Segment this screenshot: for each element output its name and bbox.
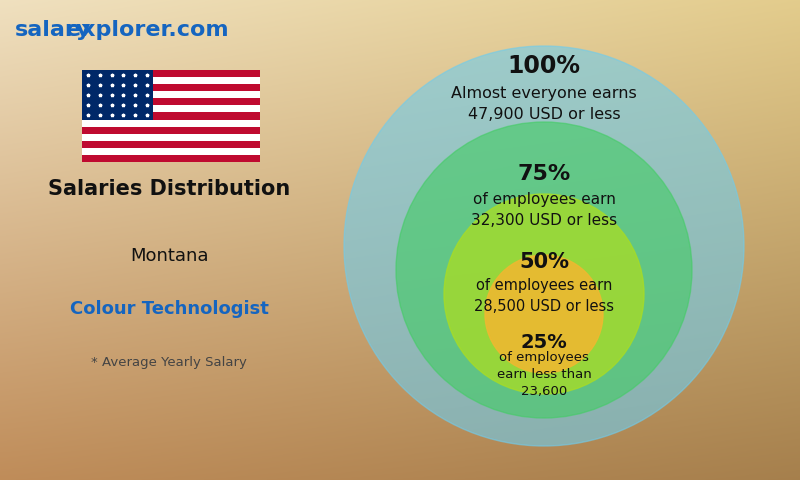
Circle shape <box>485 255 603 373</box>
Circle shape <box>444 194 644 394</box>
Bar <box>82 84 260 91</box>
Bar <box>82 112 260 120</box>
Circle shape <box>344 46 744 446</box>
Bar <box>82 70 260 162</box>
Bar <box>82 141 260 148</box>
Text: 75%: 75% <box>518 164 570 184</box>
Text: Salaries Distribution: Salaries Distribution <box>48 179 290 199</box>
Text: 100%: 100% <box>507 54 581 78</box>
Text: explorer.com: explorer.com <box>66 20 229 40</box>
Bar <box>82 156 260 162</box>
Bar <box>82 70 153 120</box>
Bar <box>82 70 260 77</box>
Text: * Average Yearly Salary: * Average Yearly Salary <box>91 356 247 369</box>
Text: of employees earn
32,300 USD or less: of employees earn 32,300 USD or less <box>471 192 617 228</box>
Text: 50%: 50% <box>519 252 569 272</box>
Bar <box>82 98 260 106</box>
Text: Montana: Montana <box>130 247 209 265</box>
Bar <box>82 127 260 134</box>
Text: Almost everyone earns
47,900 USD or less: Almost everyone earns 47,900 USD or less <box>451 86 637 122</box>
Text: of employees earn
28,500 USD or less: of employees earn 28,500 USD or less <box>474 278 614 314</box>
Text: 25%: 25% <box>521 333 567 351</box>
Text: of employees
earn less than
23,600: of employees earn less than 23,600 <box>497 350 591 397</box>
Circle shape <box>396 122 692 418</box>
Text: salary: salary <box>15 20 91 40</box>
Text: Colour Technologist: Colour Technologist <box>70 300 269 318</box>
